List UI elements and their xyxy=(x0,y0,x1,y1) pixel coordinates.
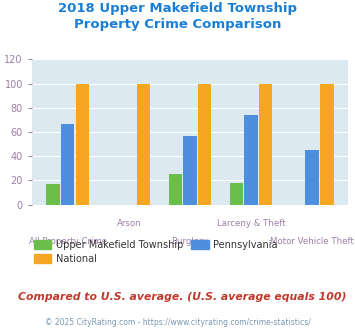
Bar xyxy=(320,83,334,205)
Text: Compared to U.S. average. (U.S. average equals 100): Compared to U.S. average. (U.S. average … xyxy=(18,292,346,302)
Bar xyxy=(305,150,319,205)
Bar xyxy=(230,183,243,205)
Text: Burglary: Burglary xyxy=(171,237,208,246)
Legend: Upper Makefield Township, National, Pennsylvania: Upper Makefield Township, National, Penn… xyxy=(30,236,282,268)
Bar xyxy=(61,123,75,205)
Bar xyxy=(76,83,89,205)
Bar xyxy=(183,136,197,205)
Bar xyxy=(137,83,150,205)
Text: Larceny & Theft: Larceny & Theft xyxy=(217,219,285,228)
Bar xyxy=(244,115,258,205)
Text: All Property Crime: All Property Crime xyxy=(29,237,107,246)
Text: © 2025 CityRating.com - https://www.cityrating.com/crime-statistics/: © 2025 CityRating.com - https://www.city… xyxy=(45,318,310,327)
Text: Motor Vehicle Theft: Motor Vehicle Theft xyxy=(270,237,354,246)
Text: 2018 Upper Makefield Township
Property Crime Comparison: 2018 Upper Makefield Township Property C… xyxy=(58,2,297,31)
Bar xyxy=(46,184,60,205)
Bar xyxy=(169,174,182,205)
Text: Arson: Arson xyxy=(116,219,141,228)
Bar xyxy=(259,83,272,205)
Bar xyxy=(198,83,211,205)
